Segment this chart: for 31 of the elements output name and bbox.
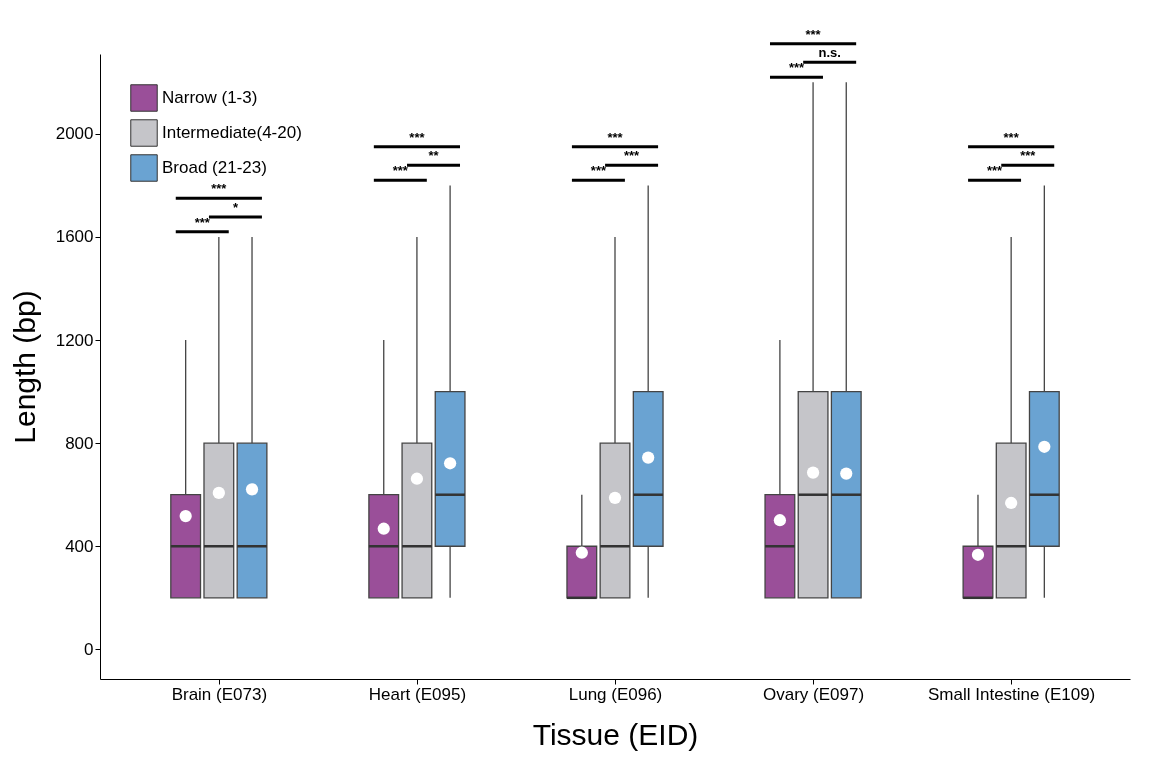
legend-label: Intermediate(4-20) <box>162 123 302 142</box>
annotation: *** <box>788 60 806 76</box>
y-tick-label: 800 <box>65 433 94 453</box>
y-tick-label: 2000 <box>55 124 94 144</box>
annotation: * <box>232 199 239 215</box>
legend-label: Narrow (1-3) <box>162 88 258 107</box>
annotation: *** <box>1003 129 1020 145</box>
legend-label: Broad (21-23) <box>162 158 267 177</box>
x-axis-title: Tissue (EID) <box>532 717 699 751</box>
annotation: *** <box>1020 148 1037 164</box>
annotation: *** <box>590 163 607 179</box>
y-tick-label: 400 <box>65 536 94 556</box>
x-tick-label: Lung (E096) <box>568 684 663 704</box>
y-tick-label: 1200 <box>55 330 94 350</box>
annotation: *** <box>409 129 426 145</box>
x-tick-label: Heart (E095) <box>368 684 467 704</box>
y-tick-label: 0 <box>84 639 94 659</box>
x-tick-label: Small Intestine (E109) <box>928 684 1096 704</box>
annotation: *** <box>624 148 641 164</box>
x-tick-label: Brain (E073) <box>171 684 268 704</box>
annotation: *** <box>986 163 1004 179</box>
y-tick-label: 1600 <box>55 227 94 247</box>
annotation: n.s. <box>818 45 841 61</box>
annotation: *** <box>211 181 228 197</box>
annotation: *** <box>607 129 624 145</box>
x-tick-label: Ovary (E097) <box>763 684 865 704</box>
annotation: *** <box>392 163 409 179</box>
annotation: *** <box>194 214 211 230</box>
y-axis-title: Length (bp) <box>7 290 41 444</box>
annotation: ** <box>428 148 440 164</box>
text: *** <box>805 26 822 42</box>
